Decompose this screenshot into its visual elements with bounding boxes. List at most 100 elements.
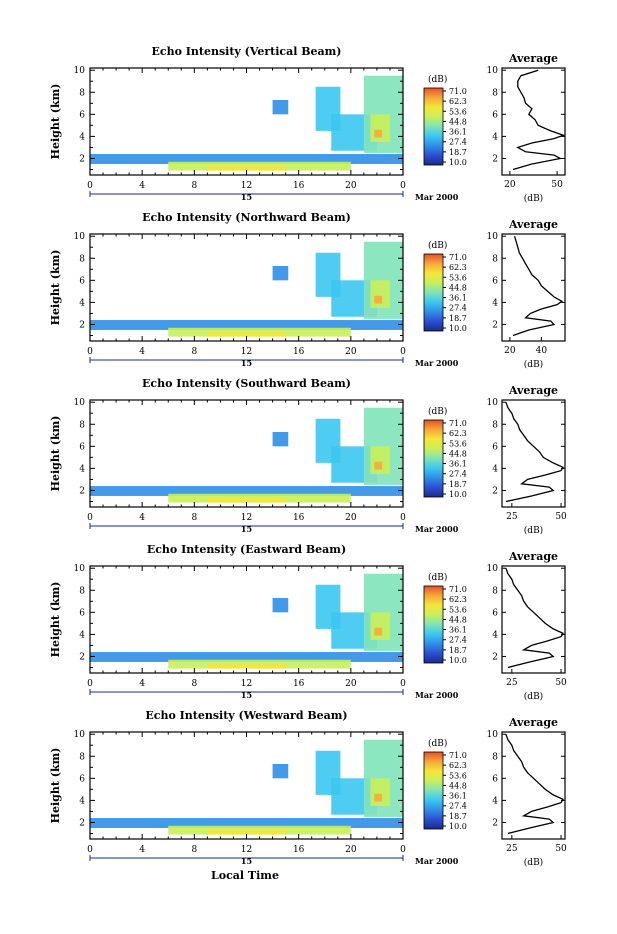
- avg-y-tick-label: 4: [492, 630, 498, 640]
- x-tick-label: 4: [139, 513, 145, 523]
- colorbar-tick-label: 18.7: [449, 646, 467, 655]
- y-tick-label: 10: [74, 564, 86, 574]
- colorbar-tick-label: 44.8: [449, 781, 467, 790]
- echo-cell: [370, 114, 390, 142]
- colorbar-tick-label: 53.6: [449, 439, 467, 448]
- x-tick-label: 20: [345, 347, 357, 357]
- colorbar-tick-label: 36.1: [449, 294, 467, 303]
- x-tick-label: 20: [345, 845, 357, 855]
- colorbar-unit: (dB): [428, 572, 447, 583]
- colorbar-tick-label: 36.1: [449, 128, 467, 137]
- colorbar-tick-label: 18.7: [449, 314, 467, 323]
- echo-cell: [272, 763, 289, 779]
- colorbar-unit: (dB): [428, 240, 447, 251]
- x-tick-label: 8: [191, 845, 197, 855]
- echo-cell: [90, 818, 403, 828]
- average-frame: [501, 731, 566, 840]
- average-profile-line: [505, 733, 564, 835]
- x-tick-label: 0: [87, 181, 93, 191]
- avg-y-tick-label: 4: [492, 132, 498, 142]
- colorbar-tick-label: 71.0: [449, 419, 467, 428]
- x-tick-label: 12: [241, 679, 252, 689]
- echo-cell: [374, 793, 383, 802]
- echo-cell: [370, 280, 390, 308]
- x-tick-label: 0: [400, 347, 406, 357]
- y-tick-label: 6: [79, 608, 85, 618]
- average-frame: [501, 233, 566, 342]
- y-tick-label: 2: [79, 320, 85, 330]
- date-label: Mar 2000: [415, 358, 459, 368]
- x-tick-label: 8: [191, 513, 197, 523]
- y-tick-label: 6: [79, 276, 85, 286]
- colorbar-tick-label: 53.6: [449, 107, 467, 116]
- x-tick-label: 8: [191, 347, 197, 357]
- colorbar-tick-label: 53.6: [449, 605, 467, 614]
- avg-y-tick-label: 10: [487, 564, 499, 574]
- x-tick-label: 20: [345, 513, 357, 523]
- colorbar: [423, 585, 444, 664]
- date-label: Mar 2000: [415, 856, 459, 866]
- echo-cell: [374, 295, 383, 304]
- colorbar-tick-label: 53.6: [449, 273, 467, 282]
- day-label: 15: [241, 524, 252, 534]
- colorbar: [423, 751, 444, 830]
- colorbar-tick-label: 27.4: [449, 138, 467, 147]
- echo-cell: [272, 99, 289, 115]
- day-label: 15: [241, 856, 252, 866]
- date-label: Mar 2000: [415, 524, 459, 534]
- echo-cell: [374, 627, 383, 636]
- echo-cell: [168, 327, 351, 337]
- colorbar-tick-label: 44.8: [449, 283, 467, 292]
- avg-y-tick-label: 8: [492, 420, 498, 430]
- avg-x-label: (dB): [524, 525, 543, 536]
- echo-cell: [90, 320, 403, 330]
- echo-cell: [207, 332, 286, 337]
- avg-x-tick-label: 25: [506, 512, 518, 522]
- x-tick-label: 16: [293, 679, 305, 689]
- average-title: Average: [508, 716, 558, 729]
- colorbar-tick-label: 71.0: [449, 87, 467, 96]
- panel-title: Echo Intensity (Eastward Beam): [147, 543, 346, 556]
- colorbar-tick-label: 44.8: [449, 615, 467, 624]
- colorbar-tick-label: 62.3: [449, 595, 467, 604]
- y-tick-label: 10: [74, 232, 86, 242]
- avg-x-tick-label: 50: [555, 678, 567, 688]
- x-tick-label: 12: [241, 845, 252, 855]
- panel-title: Echo Intensity (Southward Beam): [142, 377, 351, 390]
- echo-cell: [374, 461, 383, 470]
- echo-cell: [90, 486, 403, 496]
- x-tick-label: 4: [139, 845, 145, 855]
- avg-y-tick-label: 6: [492, 442, 498, 452]
- x-tick-label: 0: [87, 679, 93, 689]
- date-label: Mar 2000: [415, 690, 459, 700]
- y-tick-label: 10: [74, 398, 86, 408]
- panel-4: Echo Intensity (Eastward Beam) 2 4 6 8 10 Heig…: [49, 543, 567, 702]
- average-title: Average: [508, 550, 558, 563]
- colorbar-tick-label: 10.0: [449, 490, 467, 499]
- avg-y-tick-label: 2: [492, 486, 498, 496]
- y-tick-label: 4: [79, 630, 85, 640]
- avg-y-tick-label: 10: [487, 730, 499, 740]
- echo-cell: [168, 493, 351, 503]
- y-tick-label: 2: [79, 154, 85, 164]
- y-tick-label: 4: [79, 464, 85, 474]
- y-axis-label: Height (km): [49, 250, 62, 326]
- echo-cell: [207, 830, 286, 835]
- y-tick-label: 6: [79, 774, 85, 784]
- avg-y-tick-label: 2: [492, 818, 498, 828]
- avg-y-tick-label: 10: [487, 398, 499, 408]
- avg-x-label: (dB): [524, 691, 543, 702]
- y-axis-label: Height (km): [49, 416, 62, 492]
- y-tick-label: 8: [79, 752, 85, 762]
- panel-title: Echo Intensity (Vertical Beam): [151, 45, 341, 58]
- colorbar-unit: (dB): [428, 74, 447, 85]
- colorbar-tick-label: 27.4: [449, 636, 467, 645]
- colorbar-unit: (dB): [428, 406, 447, 417]
- x-tick-label: 4: [139, 347, 145, 357]
- colorbar-tick-label: 62.3: [449, 263, 467, 272]
- avg-y-tick-label: 4: [492, 796, 498, 806]
- avg-y-tick-label: 6: [492, 774, 498, 784]
- average-profile-line: [505, 401, 564, 503]
- x-tick-label: 8: [191, 679, 197, 689]
- y-tick-label: 6: [79, 442, 85, 452]
